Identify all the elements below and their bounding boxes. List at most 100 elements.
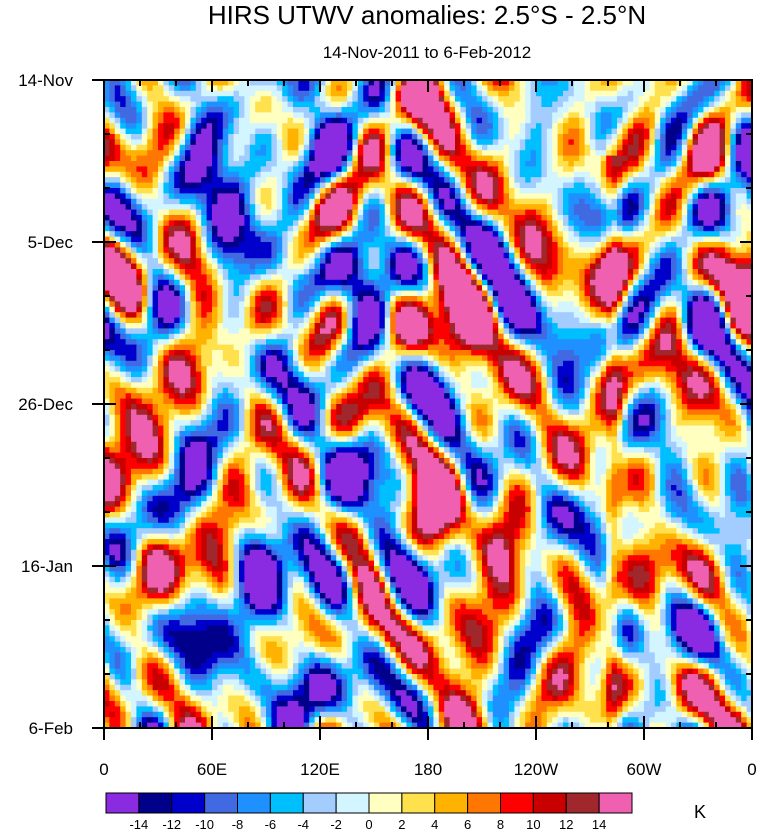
heatmap-cell [546,144,553,151]
heatmap-cell [455,220,461,227]
heatmap-cell [746,263,752,270]
heatmap-cell [417,188,424,194]
heatmap-cell [714,231,721,238]
heatmap-cell [136,193,143,200]
heatmap-cell [357,258,364,265]
heatmap-cell [681,209,688,216]
heatmap-cell [595,242,602,248]
heatmap-cell [692,188,699,194]
heatmap-cell [465,123,472,130]
heatmap-cell [557,209,564,216]
heatmap-cell [266,123,272,130]
heatmap-cell [676,139,683,146]
heatmap-cell [239,285,245,292]
heatmap-cell [185,252,191,259]
heatmap-cell [212,198,218,205]
heatmap-cell [309,198,316,205]
heatmap-cell [141,290,148,297]
heatmap-cell [460,274,467,281]
heatmap-cell [314,220,321,227]
heatmap-cell [595,290,602,297]
heatmap-cell [465,139,472,146]
heatmap-cell [168,290,175,297]
heatmap-cell [104,263,110,270]
heatmap-cell [498,112,505,119]
heatmap-cell [584,134,591,140]
heatmap-cell [649,258,656,265]
heatmap-cell [212,161,218,167]
heatmap-cell [525,290,532,297]
heatmap-cell [498,215,505,221]
heatmap-cell [152,123,159,130]
heatmap-cell [692,96,699,103]
heatmap-cell [379,252,386,259]
heatmap-cell [514,247,521,254]
heatmap-cell [455,215,461,221]
heatmap-cell [314,155,321,162]
heatmap-cell [557,85,564,92]
heatmap-cell [665,155,672,162]
heatmap-cell [249,252,256,259]
heatmap-cell [568,242,575,248]
heatmap-cell [330,269,337,275]
heatmap-cell [104,134,110,140]
heatmap-cell [147,236,154,243]
heatmap-cell [536,274,542,281]
heatmap-cell [390,193,397,200]
heatmap-cell [600,279,607,286]
heatmap-cell [725,139,731,146]
heatmap-cell [260,107,267,113]
heatmap-cell [741,166,748,173]
heatmap-cell [590,139,596,146]
heatmap-cell [174,150,181,157]
heatmap-cell [228,85,235,92]
heatmap-cell [212,252,218,259]
heatmap-cell [384,166,391,173]
heatmap-cell [271,85,278,92]
heatmap-cell [195,247,202,254]
heatmap-cell [633,296,640,302]
heatmap-cell [509,220,515,227]
heatmap-cell [228,204,235,211]
heatmap-cell [552,139,559,146]
heatmap-cell [422,134,429,140]
heatmap-cell [492,296,499,302]
heatmap-cell [222,193,229,200]
heatmap-cell [698,215,704,221]
heatmap-cell [417,231,424,238]
heatmap-cell [271,107,278,113]
heatmap-cell [536,193,542,200]
heatmap-cell [271,193,278,200]
heatmap-cell [649,144,656,151]
heatmap-cell [681,80,688,86]
heatmap-cell [525,231,532,238]
heatmap-cell [698,80,704,86]
heatmap-cell [222,242,229,248]
heatmap-cell [368,85,375,92]
heatmap-cell [158,198,164,205]
heatmap-cell [681,285,688,292]
heatmap-cell [687,247,694,254]
heatmap-cell [212,96,218,103]
heatmap-cell [455,166,461,173]
heatmap-cell [584,182,591,189]
heatmap-cell [725,96,731,103]
heatmap-cell [417,171,424,178]
heatmap-cell [660,215,667,221]
heatmap-cell [347,252,353,259]
heatmap-cell [638,279,645,286]
heatmap-cell [303,279,310,286]
heatmap-cell [638,112,645,119]
heatmap-cell [428,139,434,146]
heatmap-cell [136,252,143,259]
heatmap-cell [190,139,197,146]
heatmap-cell [120,117,127,124]
heatmap-cell [174,193,181,200]
heatmap-cell [352,155,359,162]
heatmap-cell [330,101,337,108]
heatmap-cell [168,188,175,194]
heatmap-cell [552,285,559,292]
heatmap-cell [525,182,532,189]
heatmap-cell [206,242,213,248]
heatmap-cell [120,296,127,302]
